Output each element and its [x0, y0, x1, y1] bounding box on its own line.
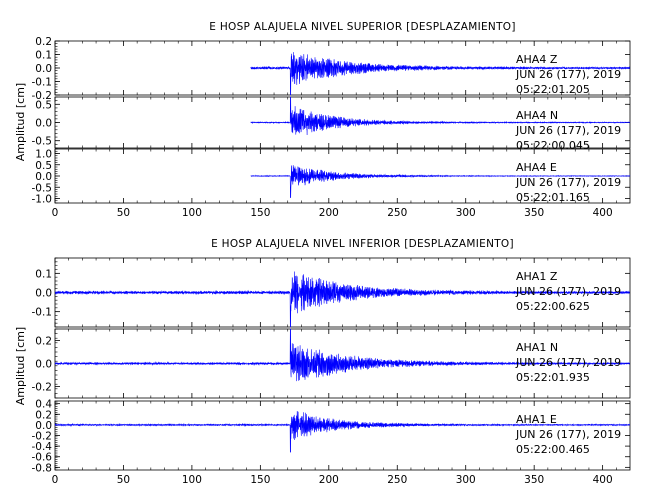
y-tick-label: -0.4	[32, 441, 53, 453]
y-tick-label: 0.5	[35, 160, 52, 172]
station-component-label: AHA1 N	[516, 341, 558, 354]
waveform-line	[250, 96, 631, 136]
y-tick-label: 0.0	[35, 288, 52, 300]
x-tick-label: 350	[524, 474, 544, 486]
y-tick-label: -0.8	[32, 462, 53, 474]
trace-time-label: 05:22:00.465	[516, 443, 590, 456]
chart-title: E HOSP ALAJUELA NIVEL SUPERIOR [DESPLAZA…	[209, 21, 516, 33]
y-tick-label: -0.2	[32, 431, 53, 443]
trace-panel-aha1-n: 0.2 0.0 -0.2 AHA1 N JUN 26 (177), 2019 05:22:…	[32, 328, 631, 399]
trace-time-label: 05:22:00.625	[516, 300, 590, 313]
waveform-line	[250, 52, 631, 96]
y-tick-label: 1.0	[35, 149, 52, 161]
trace-panel-aha4-n: 0.5 0.0 -0.5 AHA4 N JUN 26 (177), 2019 05:22:…	[32, 96, 631, 152]
x-tick-label: 400	[593, 207, 613, 219]
station-component-label: AHA1 Z	[516, 270, 558, 283]
y-axis-label: Amplitud [cm]	[14, 83, 27, 161]
y-tick-label: -0.1	[32, 307, 53, 319]
y-tick-label: 0.4	[35, 399, 52, 411]
y-tick-label: 0.0	[35, 420, 52, 432]
y-tick-label: -0.1	[32, 77, 53, 89]
chart-title: E HOSP ALAJUELA NIVEL INFERIOR [DESPLAZA…	[211, 238, 514, 250]
x-tick-label: 300	[456, 474, 476, 486]
trace-date-label: JUN 26 (177), 2019	[515, 176, 621, 189]
y-tick-label: 0.0	[35, 63, 52, 75]
chart-nivel-inferior: E HOSP ALAJUELA NIVEL INFERIOR [DESPLAZA…	[14, 238, 631, 486]
y-tick-label: 0.2	[35, 409, 52, 421]
y-tick-label: -0.6	[32, 452, 53, 464]
trace-date-label: JUN 26 (177), 2019	[515, 285, 621, 298]
waveform-line	[54, 271, 631, 328]
trace-date-label: JUN 26 (177), 2019	[515, 124, 621, 137]
trace-time-label: 05:22:01.205	[516, 83, 590, 96]
station-component-label: AHA1 E	[516, 413, 557, 426]
trace-panel-aha1-z: 0.1 0.0 -0.1 AHA1 Z JUN 26 (177), 2019 05:22:…	[32, 257, 631, 328]
y-tick-label: 0.5	[35, 99, 52, 111]
x-tick-label: 400	[593, 474, 613, 486]
x-tick-label: 250	[387, 474, 407, 486]
y-tick-label: 0.0	[35, 359, 52, 371]
y-tick-label: 0.2	[35, 36, 52, 48]
y-tick-label: 0.0	[35, 171, 52, 183]
waveform-line	[250, 165, 631, 198]
y-tick-label: -0.2	[32, 90, 53, 102]
x-tick-label: 0	[52, 207, 59, 219]
y-tick-label: -0.5	[32, 182, 53, 194]
x-tick-label: 200	[319, 207, 339, 219]
chart-nivel-superior: E HOSP ALAJUELA NIVEL SUPERIOR [DESPLAZA…	[14, 21, 631, 219]
trace-time-label: 05:22:00.045	[516, 139, 590, 152]
x-tick-label: 350	[524, 207, 544, 219]
waveform-line	[54, 328, 631, 382]
y-tick-label: 0.2	[35, 336, 52, 348]
waveform-line	[54, 410, 631, 453]
station-component-label: AHA4 E	[516, 161, 557, 174]
y-tick-label: -0.5	[32, 136, 53, 148]
station-component-label: AHA4 N	[516, 109, 558, 122]
trace-date-label: JUN 26 (177), 2019	[515, 356, 621, 369]
x-tick-label: 300	[456, 207, 476, 219]
x-tick-label: 50	[117, 207, 130, 219]
x-tick-label: 200	[319, 474, 339, 486]
x-tick-label: 150	[250, 474, 270, 486]
x-tick-label: 0	[52, 474, 59, 486]
trace-panel-aha1-e: 0.40.20.0-0.2-0.4-0.6-0.8 AHA1 E JUN 26 (1…	[32, 399, 631, 474]
x-tick-label: 50	[117, 474, 130, 486]
y-tick-label: -1.0	[32, 194, 53, 206]
y-axis-label: Amplitud [cm]	[14, 327, 27, 405]
y-tick-label: 0.1	[35, 268, 52, 280]
trace-date-label: JUN 26 (177), 2019	[515, 68, 621, 81]
trace-time-label: 05:22:01.165	[516, 191, 590, 204]
trace-time-label: 05:22:01.935	[516, 371, 590, 384]
y-tick-label: 0.0	[35, 118, 52, 130]
trace-panel-aha4-e: 1.00.50.0-0.5-1.0 AHA4 E JUN 26 (177), 201…	[32, 149, 631, 206]
station-component-label: AHA4 Z	[516, 53, 558, 66]
x-tick-label: 100	[182, 474, 202, 486]
x-tick-label: 100	[182, 207, 202, 219]
x-tick-label: 150	[250, 207, 270, 219]
x-tick-label: 250	[387, 207, 407, 219]
trace-date-label: JUN 26 (177), 2019	[515, 428, 621, 441]
y-tick-label: 0.1	[35, 50, 52, 62]
trace-panel-aha4-z: 0.2 0.10.0 -0.1-0.2 AHA4 Z JUN 26 (177), 201…	[32, 36, 631, 102]
y-tick-label: -0.2	[32, 382, 53, 394]
